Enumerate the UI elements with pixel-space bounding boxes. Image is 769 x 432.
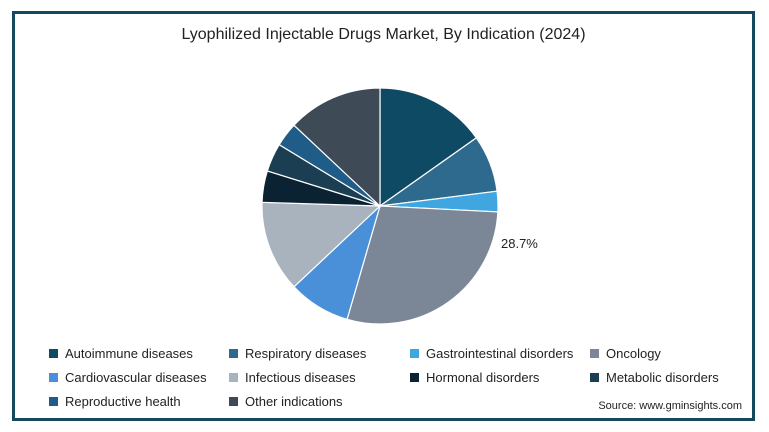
legend-item: Cardiovascular diseases <box>49 370 207 385</box>
legend-item: Autoimmune diseases <box>49 346 193 361</box>
chart-frame: Lyophilized Injectable Drugs Market, By … <box>12 11 755 421</box>
legend-label: Respiratory diseases <box>245 346 367 361</box>
legend-swatch <box>229 373 238 382</box>
legend-swatch <box>49 349 58 358</box>
legend-label: Gastrointestinal disorders <box>426 346 574 361</box>
legend-swatch <box>49 373 58 382</box>
legend-item: Other indications <box>229 394 343 409</box>
pie-slice-oncology <box>346 205 499 325</box>
legend-item: Respiratory diseases <box>229 346 366 361</box>
legend-item: Reproductive health <box>49 394 181 409</box>
legend-label: Cardiovascular diseases <box>65 370 207 385</box>
legend-swatch <box>590 373 599 382</box>
legend-label: Metabolic disorders <box>606 370 719 385</box>
legend-label: Oncology <box>606 346 661 361</box>
oncology-data-label: 28.7% <box>501 236 538 251</box>
source-note: Source: www.gminsights.com <box>598 400 742 412</box>
legend-label: Other indications <box>245 394 343 409</box>
chart-title: Lyophilized Injectable Drugs Market, By … <box>181 26 586 43</box>
legend-label: Reproductive health <box>65 394 181 409</box>
legend-item: Oncology <box>590 346 661 361</box>
legend-item: Hormonal disorders <box>410 370 539 385</box>
pie-slice-infectious-diseases <box>261 201 382 288</box>
pie-chart <box>261 87 499 325</box>
legend-swatch <box>49 397 58 406</box>
legend-swatch <box>229 397 238 406</box>
legend-swatch <box>410 373 419 382</box>
legend-swatch <box>410 349 419 358</box>
legend-item: Infectious diseases <box>229 370 356 385</box>
legend-label: Autoimmune diseases <box>65 346 193 361</box>
legend-swatch <box>590 349 599 358</box>
pie-slice-other-indications <box>293 87 381 208</box>
pie-slice-autoimmune-diseases <box>379 87 478 208</box>
legend-swatch <box>229 349 238 358</box>
legend-label: Infectious diseases <box>245 370 356 385</box>
legend-label: Hormonal disorders <box>426 370 540 385</box>
legend-item: Metabolic disorders <box>590 370 719 385</box>
legend-item: Gastrointestinal disorders <box>410 346 573 361</box>
